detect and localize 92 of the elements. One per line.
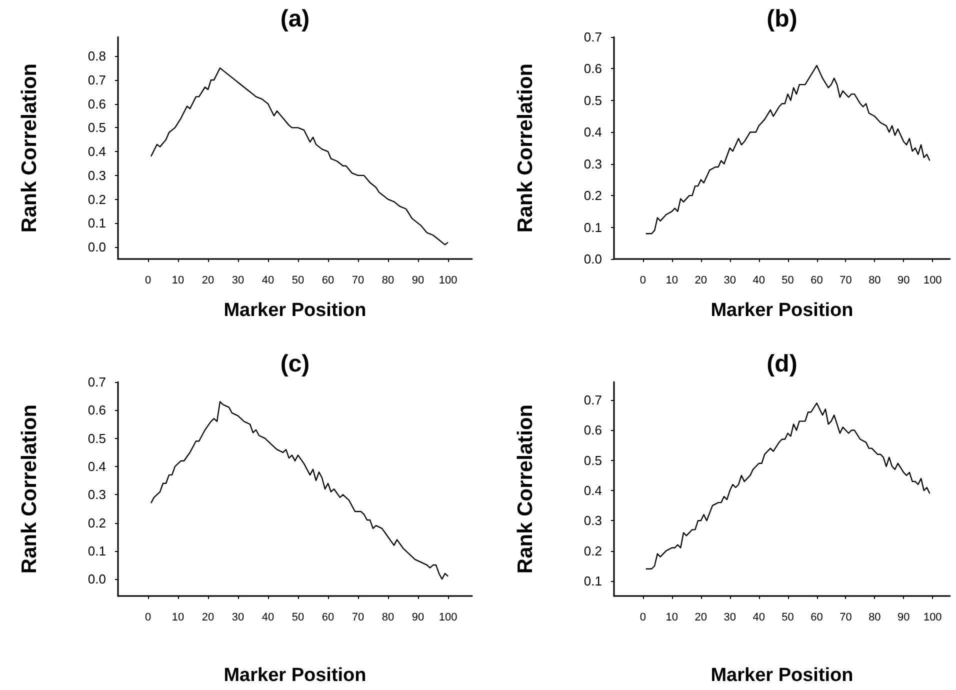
y-tick-label: 0.7: [88, 72, 106, 88]
x-tick-label: 70: [352, 274, 364, 286]
y-tick-label: 0.5: [88, 120, 106, 136]
x-tick-label: 10: [666, 274, 678, 286]
x-tick-label: 50: [292, 274, 304, 286]
x-tick-label: 80: [382, 274, 394, 286]
x-tick-label: 30: [724, 612, 736, 624]
x-tick-label: 70: [840, 274, 852, 286]
x-tick-label: 80: [868, 612, 881, 624]
y-axis-title: Rank Correlation: [514, 63, 537, 233]
x-tick-label: 20: [202, 612, 214, 624]
x-tick-label: 20: [694, 612, 708, 624]
x-tick-label: 40: [262, 612, 274, 624]
x-tick-label: 90: [412, 612, 424, 624]
y-tick-label: 0.2: [584, 543, 602, 558]
y-tick-label: 0.4: [584, 483, 602, 498]
x-axis-title: Marker Position: [224, 300, 366, 321]
y-tick-label: 0.8: [88, 48, 106, 64]
x-tick-label: 30: [724, 274, 736, 286]
x-axis-title: Marker Position: [224, 665, 366, 686]
x-tick-label: 70: [840, 612, 852, 624]
y-tick-label: 0.0: [88, 240, 106, 255]
y-tick-label: 0.2: [584, 188, 602, 204]
y-tick-label: 0.5: [584, 92, 602, 108]
y-tick-label: 0.2: [88, 515, 106, 530]
x-tick-label: 0: [640, 274, 646, 286]
y-tick-label: 0.0: [584, 252, 602, 266]
x-tick-label: 60: [322, 274, 334, 286]
y-tick-label: 0.1: [88, 216, 106, 231]
y-tick-label: 0.1: [88, 543, 106, 558]
x-tick-label: 30: [232, 612, 244, 624]
y-tick-label: 0.1: [584, 573, 602, 588]
x-tick-label: 80: [382, 612, 394, 624]
x-tick-label: 10: [172, 274, 184, 286]
y-tick-label: 0.7: [584, 392, 602, 408]
x-tick-label: 100: [438, 612, 458, 624]
x-tick-label: 30: [232, 274, 244, 286]
y-tick-label: 0.6: [88, 402, 106, 418]
chart-title: (b): [766, 6, 798, 32]
line-series: [150, 67, 449, 246]
x-tick-label: 80: [868, 274, 881, 286]
x-tick-label: 40: [752, 612, 765, 624]
x-tick-label: 50: [782, 274, 794, 286]
y-tick-label: 0.7: [584, 30, 602, 44]
y-tick-label: 0.3: [88, 168, 106, 183]
y-tick-label: 0.3: [88, 487, 106, 502]
chart-title: (d): [766, 350, 798, 378]
y-tick-label: 0.2: [88, 192, 106, 207]
y-tick-label: 0.4: [88, 458, 106, 474]
x-tick-label: 0: [144, 274, 152, 286]
y-tick-label: 0.0: [88, 572, 106, 587]
line-series: [150, 401, 449, 580]
x-axis-title: Marker Position: [710, 665, 854, 686]
y-tick-label: 0.3: [584, 513, 602, 528]
x-tick-label: 90: [898, 612, 910, 624]
y-axis-title: Rank Correlation: [514, 404, 537, 574]
x-tick-label: 0: [640, 612, 646, 624]
x-tick-label: 60: [810, 612, 823, 624]
chart-title: (c): [280, 350, 310, 378]
y-tick-label: 0.4: [88, 144, 106, 160]
x-tick-label: 40: [752, 274, 765, 286]
y-tick-label: 0.6: [584, 422, 602, 438]
y-tick-label: 0.6: [584, 61, 602, 76]
x-tick-label: 100: [923, 612, 942, 624]
x-tick-label: 90: [898, 274, 910, 286]
y-tick-label: 0.4: [584, 124, 602, 140]
y-tick-label: 0.6: [88, 96, 106, 112]
x-tick-label: 50: [782, 612, 794, 624]
x-tick-label: 60: [322, 612, 334, 624]
x-tick-label: 0: [144, 612, 152, 624]
y-tick-label: 0.3: [584, 156, 602, 172]
x-tick-label: 40: [262, 274, 274, 286]
y-tick-label: 0.5: [584, 452, 602, 468]
x-tick-label: 90: [412, 274, 424, 286]
chart-title: (a): [280, 6, 310, 32]
x-tick-label: 20: [694, 274, 708, 286]
x-tick-label: 100: [923, 274, 942, 286]
line-series: [645, 402, 930, 570]
y-tick-label: 0.5: [88, 430, 106, 446]
x-tick-label: 60: [810, 274, 823, 286]
y-axis-title: Rank Correlation: [18, 63, 41, 233]
x-tick-label: 70: [352, 612, 364, 624]
x-tick-label: 50: [292, 612, 304, 624]
line-series: [645, 64, 930, 234]
y-axis-title: Rank Correlation: [18, 404, 41, 574]
x-axis-title: Marker Position: [710, 300, 854, 321]
y-tick-label: 0.1: [584, 220, 602, 235]
x-tick-label: 100: [438, 274, 458, 286]
y-tick-label: 0.7: [88, 374, 106, 390]
x-tick-label: 10: [172, 612, 184, 624]
x-tick-label: 10: [666, 612, 678, 624]
x-tick-label: 20: [202, 274, 214, 286]
